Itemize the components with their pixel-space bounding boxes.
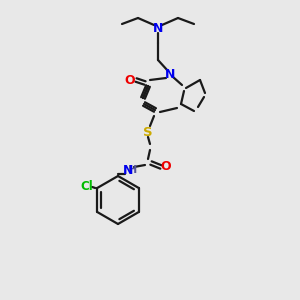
Text: N: N — [165, 68, 175, 82]
Text: O: O — [125, 74, 135, 86]
Text: H: H — [128, 165, 138, 175]
Text: O: O — [161, 160, 171, 173]
Text: N: N — [153, 22, 163, 34]
Text: Cl: Cl — [81, 181, 94, 194]
Text: S: S — [143, 125, 153, 139]
Text: N: N — [123, 164, 133, 176]
